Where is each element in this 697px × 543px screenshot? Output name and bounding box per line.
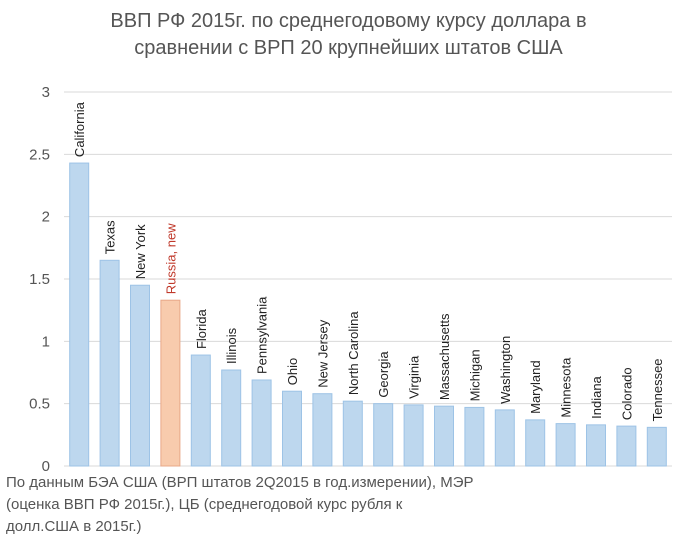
- bar-pennsylvania: [251, 379, 272, 467]
- category-label: California: [72, 101, 87, 157]
- category-label: New York: [133, 224, 148, 279]
- footnote-line-3: долл.США в 2015г.): [6, 518, 142, 535]
- bars: [69, 162, 667, 467]
- bar-illinois: [221, 369, 242, 467]
- bar-russia-new: [160, 299, 181, 467]
- bar-michigan: [464, 406, 485, 467]
- y-tick-label: 3: [42, 84, 50, 101]
- category-label: North Carolina: [346, 311, 361, 396]
- bar-minnesota: [555, 423, 576, 467]
- footnote-line-2: (оценка ВВП РФ 2015г.), ЦБ (среднегодово…: [6, 496, 403, 513]
- category-label: Illinois: [224, 327, 239, 364]
- y-tick-label: 0.5: [29, 396, 50, 413]
- category-labels: California Texas New York Russia, new Florid…: [72, 101, 665, 421]
- category-label: Texas: [103, 220, 118, 254]
- source-footnote: По данным БЭА США (ВРП штатов 2Q2015 в г…: [6, 472, 606, 538]
- footnote-line-1: По данным БЭА США (ВРП штатов 2Q2015 в г…: [6, 474, 474, 491]
- y-axis-tick-labels: 0 0.5 1 1.5 2 2.5 3: [29, 84, 50, 475]
- bar-ohio: [282, 390, 302, 467]
- category-label: Colorado: [619, 367, 634, 420]
- bar-colorado: [616, 425, 637, 467]
- category-label: Michigan: [467, 349, 482, 401]
- category-label: Maryland: [528, 360, 543, 413]
- bar-indiana: [586, 424, 606, 467]
- chart-title-line-2: сравнении с ВРП 20 крупнейших штатов США: [134, 37, 563, 59]
- bar-florida: [190, 354, 211, 467]
- category-label: New Jersey: [315, 319, 330, 387]
- category-label: Florida: [194, 309, 209, 350]
- bar-tennessee: [646, 426, 667, 467]
- bar-virginia: [403, 404, 424, 467]
- category-label: Indiana: [589, 375, 604, 418]
- y-tick-label: 0: [42, 458, 50, 475]
- y-tick-label: 2.5: [29, 146, 50, 163]
- category-label: Tennessee: [650, 358, 665, 421]
- category-label: Georgia: [376, 351, 391, 398]
- bar-washington: [494, 409, 515, 467]
- chart-title: ВВП РФ 2015г. по среднегодовому курсу до…: [0, 8, 697, 62]
- category-label: Minnesota: [559, 357, 574, 418]
- bar-massachusetts: [434, 405, 454, 467]
- bar-north-carolina: [342, 400, 363, 467]
- gridlines: [64, 91, 672, 467]
- category-label: Washington: [498, 336, 513, 404]
- y-tick-label: 2: [42, 209, 50, 226]
- category-label: Virginia: [407, 355, 422, 399]
- chart-title-line-1: ВВП РФ 2015г. по среднегодовому курсу до…: [110, 10, 587, 32]
- category-label: Ohio: [285, 358, 300, 385]
- bar-georgia: [373, 403, 394, 467]
- category-label: Russia, new: [163, 223, 178, 294]
- bar-maryland: [525, 419, 546, 467]
- bar-texas: [99, 259, 120, 467]
- category-label: Pennsylvania: [255, 296, 270, 374]
- bar-california: [69, 162, 90, 467]
- bar-new-york: [130, 284, 150, 467]
- category-label: Massachusetts: [437, 313, 452, 400]
- y-tick-label: 1: [42, 333, 50, 350]
- bar-new-jersey: [312, 393, 333, 467]
- y-tick-label: 1.5: [29, 271, 50, 288]
